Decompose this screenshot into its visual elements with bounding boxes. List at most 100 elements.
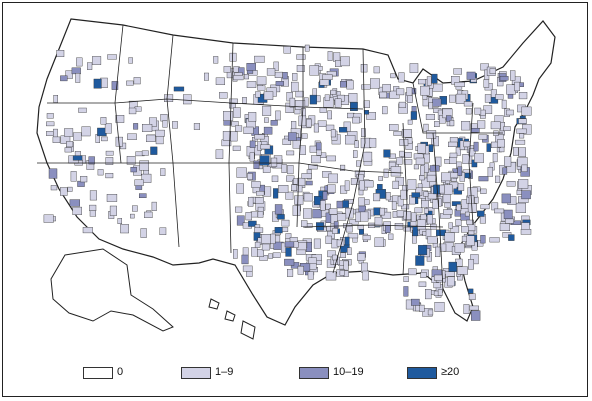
county-shape (286, 248, 292, 257)
county-shape (90, 211, 96, 217)
county-shape (456, 219, 462, 225)
county-shape (355, 141, 359, 148)
county-shape (204, 73, 209, 80)
county-shape (251, 247, 257, 256)
county-shape (76, 58, 82, 66)
county-shape (332, 229, 337, 234)
county-shape (73, 207, 82, 215)
county-shape (455, 82, 465, 87)
county-shape (450, 120, 454, 126)
county-shape (313, 209, 322, 218)
county-shape (519, 134, 524, 139)
county-shape (370, 79, 379, 89)
county-shape (144, 212, 152, 218)
county-shape (337, 201, 343, 208)
county-shape (326, 236, 332, 244)
county-shape (271, 120, 278, 125)
county-shape (500, 76, 508, 80)
county-shape (418, 245, 427, 255)
county-shape (80, 176, 87, 182)
county-shape (352, 117, 359, 123)
county-shape (304, 193, 312, 201)
county-shape (394, 131, 402, 135)
county-shape (288, 133, 296, 141)
county-shape (255, 92, 260, 98)
county-shape (421, 201, 428, 208)
county-shape (413, 227, 418, 236)
county-shape (126, 81, 133, 85)
county-shape (98, 169, 103, 175)
county-shape (339, 127, 347, 132)
county-shape (308, 272, 314, 279)
county-shape (295, 100, 305, 109)
county-shape (504, 127, 511, 131)
county-shape (106, 157, 113, 164)
county-shape (391, 167, 401, 177)
county-shape (47, 113, 54, 118)
county-shape (428, 310, 433, 315)
county-shape (340, 253, 345, 258)
county-shape (131, 167, 137, 172)
county-shape (73, 156, 82, 161)
county-shape (223, 111, 233, 120)
county-shape (464, 102, 472, 107)
county-shape (410, 64, 418, 73)
county-shape (408, 180, 416, 190)
county-shape (255, 135, 265, 140)
county-shape (262, 244, 269, 250)
county-shape (433, 84, 443, 91)
county-shape (66, 141, 73, 147)
county-shape (519, 148, 526, 157)
county-shape (484, 80, 489, 88)
county-shape (373, 193, 380, 201)
county-shape (411, 299, 419, 305)
county-shape (404, 227, 410, 231)
county-shape (424, 208, 428, 213)
county-shape (414, 165, 419, 169)
county-shape (510, 71, 515, 81)
county-shape (151, 147, 158, 155)
county-shape (244, 74, 249, 79)
county-shape (357, 254, 365, 261)
county-shape (517, 129, 527, 133)
county-shape (474, 142, 478, 151)
county-shape (87, 63, 92, 70)
county-shape (70, 200, 80, 207)
county-shape (521, 229, 531, 234)
county-shape (219, 92, 227, 98)
county-shape (76, 73, 81, 82)
county-shape (400, 151, 405, 156)
county-shape (323, 75, 333, 80)
county-shape (233, 146, 240, 151)
county-shape (279, 185, 289, 193)
county-shape (275, 227, 283, 233)
county-shape (502, 194, 511, 203)
county-shape (347, 81, 354, 90)
county-shape (231, 132, 238, 142)
county-shape (308, 258, 316, 264)
county-shape (471, 128, 479, 132)
county-shape (503, 168, 507, 175)
county-shape (385, 225, 390, 233)
county-shape (264, 118, 268, 123)
county-shape (260, 156, 269, 166)
county-shape (412, 193, 420, 198)
county-shape (448, 277, 455, 286)
county-shape (60, 76, 67, 81)
county-shape (90, 191, 97, 201)
us-county-map (3, 3, 589, 398)
county-shape (427, 131, 436, 139)
county-shape (341, 57, 350, 66)
county-shape (375, 238, 384, 247)
county-shape (291, 185, 297, 191)
county-shape (106, 173, 113, 178)
county-shape (284, 46, 291, 53)
county-shape (314, 196, 321, 205)
county-shape (328, 111, 332, 119)
county-shape (384, 150, 391, 158)
county-shape (65, 148, 72, 153)
county-shape (258, 212, 263, 218)
county-shape (469, 294, 475, 300)
county-shape (449, 95, 455, 102)
county-shape (386, 192, 390, 200)
